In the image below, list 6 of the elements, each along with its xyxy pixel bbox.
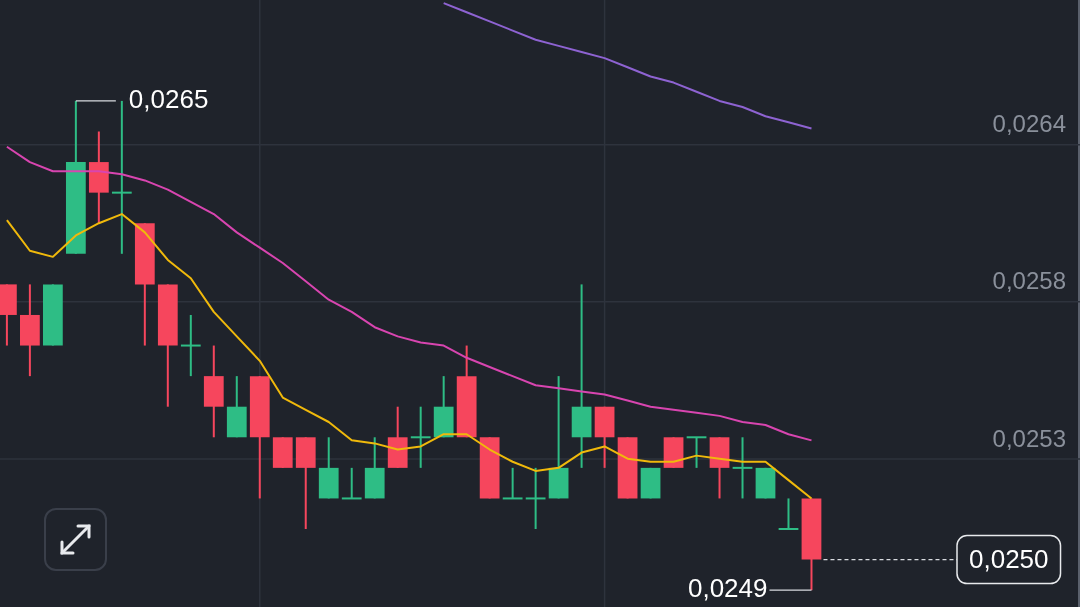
- annotation: 0,0249: [687, 573, 768, 604]
- ref-line-label: 0,0250: [969, 543, 1049, 574]
- y-tick-label: 0,0253: [992, 424, 1066, 452]
- y-tick-label: 0,0264: [992, 110, 1066, 138]
- annotation: 0,0265: [128, 84, 209, 115]
- y-tick-label: 0,0258: [992, 267, 1066, 295]
